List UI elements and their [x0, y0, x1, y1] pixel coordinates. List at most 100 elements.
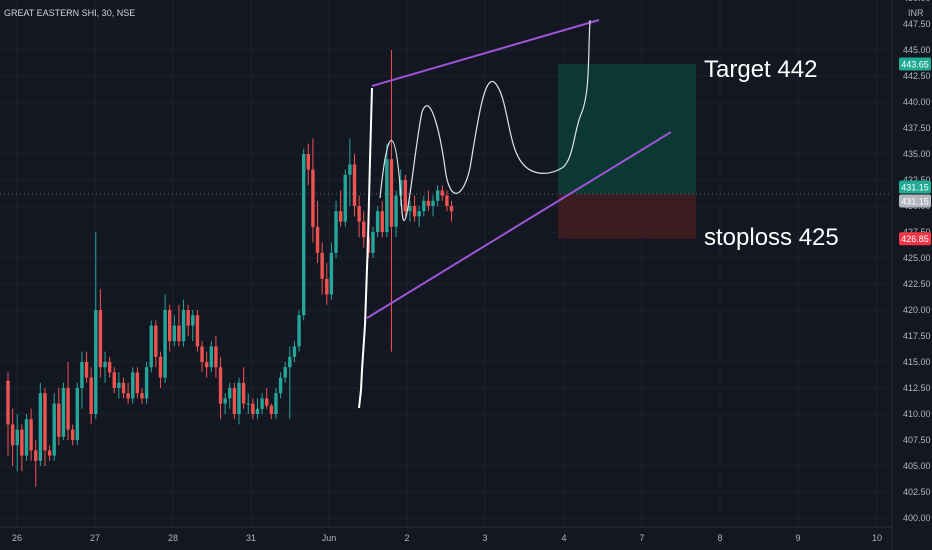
time-tick-label[interactable]: 2: [404, 533, 409, 543]
impulse-move-line[interactable]: [358, 87, 373, 409]
candle-body: [204, 362, 209, 368]
candle-body: [394, 195, 398, 227]
candle-body: [283, 367, 287, 378]
candle-body: [172, 325, 177, 342]
time-tick-label[interactable]: 26: [12, 533, 22, 543]
candle-body: [15, 429, 19, 446]
time-tick-label[interactable]: 10: [872, 533, 882, 543]
candle-body: [255, 408, 260, 414]
candle-body: [117, 382, 121, 388]
candle-body: [177, 325, 181, 342]
candle-body: [34, 450, 38, 461]
candle-body: [325, 278, 329, 295]
candle-body: [412, 206, 417, 217]
candle-body: [297, 315, 301, 347]
target-annotation[interactable]: Target 442: [704, 56, 817, 83]
candle-body: [186, 310, 190, 326]
candle-body: [385, 159, 389, 232]
candle-body: [10, 424, 15, 446]
time-tick-label[interactable]: 8: [717, 533, 722, 543]
candle-body: [84, 362, 89, 378]
price-badge-label: 426.85: [901, 234, 929, 244]
price-tick-label: 400.00: [903, 513, 931, 523]
candle-body: [43, 393, 47, 451]
candle-body: [57, 403, 61, 437]
projected-path-sketch[interactable]: [379, 19, 591, 222]
price-badges: 443.65 431.15 431.15 426.85: [899, 57, 931, 246]
candle-body: [445, 195, 449, 206]
price-tick-label: 405.00: [903, 461, 931, 471]
price-badge: [899, 232, 931, 246]
candle-body: [80, 362, 84, 388]
candle-body: [103, 362, 107, 368]
candle-body: [121, 382, 126, 394]
candle-body: [61, 388, 66, 437]
price-badge-label: 431.15: [901, 182, 929, 192]
candle-body: [154, 325, 158, 357]
time-tick-label[interactable]: 9: [795, 533, 800, 543]
candle-body: [426, 200, 431, 206]
price-tick-label: 437.50: [903, 123, 931, 133]
candle-body: [311, 169, 315, 227]
time-tick-label[interactable]: 31: [246, 533, 256, 543]
candle-body: [251, 403, 255, 414]
candle-body: [228, 388, 232, 399]
candle-body: [371, 232, 375, 253]
candle-body: [422, 200, 426, 212]
candle-body: [126, 393, 130, 399]
candle-body: [75, 388, 79, 440]
candle-body: [144, 367, 149, 399]
candle-body: [343, 174, 347, 222]
time-tick-label[interactable]: 7: [639, 533, 644, 543]
candle-body: [380, 211, 384, 232]
price-tick-label: 422.50: [903, 279, 931, 289]
candle-body: [320, 252, 324, 279]
long-position-tool[interactable]: [0, 64, 892, 239]
candle-body: [292, 346, 297, 357]
candle-body: [237, 382, 241, 414]
candle-body: [195, 315, 200, 347]
time-tick-label[interactable]: 27: [90, 533, 100, 543]
candle-body: [29, 419, 33, 451]
candle-body: [168, 310, 172, 342]
price-tick-label: 420.00: [903, 305, 931, 315]
candle-body: [352, 164, 357, 206]
annotations[interactable]: Target 442 stoploss 425: [704, 56, 839, 251]
drawings[interactable]: [358, 19, 672, 409]
candle-body: [435, 190, 440, 201]
price-tick-label: 425.00: [903, 253, 931, 263]
candle-body: [149, 325, 153, 368]
price-axis[interactable]: [893, 0, 932, 550]
candle-body: [66, 388, 70, 430]
candle-body: [200, 346, 204, 362]
price-tick-label: 402.50: [903, 487, 931, 497]
time-axis[interactable]: 26 27 28 31 Jun 2 3 4 7 8 9 10: [12, 533, 882, 543]
candle-body: [24, 419, 29, 456]
upper-trendline[interactable]: [371, 19, 600, 87]
candle-body: [440, 190, 444, 196]
time-tick-label[interactable]: Jun: [322, 533, 337, 543]
target-zone[interactable]: [558, 64, 696, 195]
stop-zone[interactable]: [558, 194, 696, 239]
candle-series: [6, 50, 454, 487]
time-tick-label[interactable]: 4: [561, 533, 566, 543]
price-tick-label: 412.50: [903, 383, 931, 393]
stoploss-annotation[interactable]: stoploss 425: [704, 224, 839, 251]
candle-body: [315, 226, 320, 253]
lower-trendline[interactable]: [366, 131, 672, 319]
price-badge-label: 443.65: [901, 59, 929, 69]
candle-body: [408, 206, 412, 212]
candle-body: [20, 429, 24, 456]
symbol-title[interactable]: GREAT EASTERN SHI, 30, NSE: [4, 8, 135, 18]
candle-body: [288, 356, 292, 368]
price-tick-label: 432.50: [903, 175, 931, 185]
price-badge-label: 431.15: [901, 196, 929, 206]
price-tick-label: 410.00: [903, 409, 931, 419]
candle-body: [94, 310, 98, 414]
time-tick-label[interactable]: 3: [482, 533, 487, 543]
time-tick-label[interactable]: 28: [168, 533, 178, 543]
price-tick-label: 407.50: [903, 435, 931, 445]
price-tick-label: 440.00: [903, 97, 931, 107]
price-tick-label: 415.00: [903, 357, 931, 367]
